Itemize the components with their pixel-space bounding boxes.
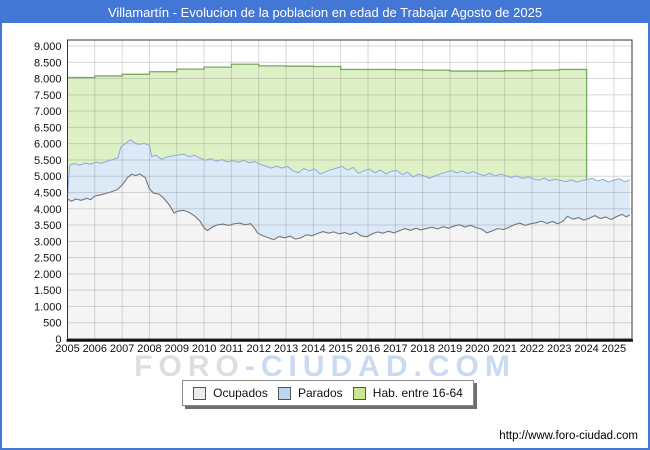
y-tick-label: 3.000 bbox=[34, 236, 62, 248]
legend-swatch bbox=[277, 386, 291, 400]
y-tick-label: 5.500 bbox=[34, 155, 62, 167]
y-tick-label: 500 bbox=[43, 318, 61, 330]
x-tick-label: 2016 bbox=[356, 343, 380, 355]
x-tick-label: 2018 bbox=[410, 343, 434, 355]
x-tick-label: 2012 bbox=[246, 343, 270, 355]
y-tick-label: 8.000 bbox=[34, 74, 62, 86]
x-tick-label: 2019 bbox=[438, 343, 462, 355]
x-tick-label: 2014 bbox=[301, 343, 325, 355]
ocupados-area bbox=[67, 173, 630, 339]
y-tick-label: 2.500 bbox=[34, 253, 62, 265]
y-tick-label: 4.000 bbox=[34, 204, 62, 216]
x-tick-label: 2010 bbox=[192, 343, 216, 355]
y-tick-label: 4.500 bbox=[34, 188, 62, 200]
chart-legend: Ocupados Parados Hab. entre 16-64 bbox=[182, 380, 474, 406]
x-tick-label: 2024 bbox=[574, 343, 598, 355]
legend-swatch bbox=[193, 386, 207, 400]
legend-item-hab-entre-16-64: Hab. entre 16-64 bbox=[352, 386, 463, 400]
x-tick-label: 2006 bbox=[83, 343, 107, 355]
y-tick-label: 3.500 bbox=[34, 220, 62, 232]
y-tick-label: 8.500 bbox=[34, 57, 62, 69]
y-tick-label: 2.000 bbox=[34, 269, 62, 281]
x-tick-label: 2007 bbox=[110, 343, 134, 355]
x-tick-label: 2020 bbox=[465, 343, 489, 355]
y-tick-label: 6.500 bbox=[34, 122, 62, 134]
y-tick-label: 1.000 bbox=[34, 301, 62, 313]
plot-frame bbox=[67, 39, 633, 340]
x-tick-label: 2009 bbox=[165, 343, 189, 355]
y-tick-label: 6.000 bbox=[34, 139, 62, 151]
hab-16-64-area bbox=[67, 64, 587, 198]
legend-swatch bbox=[352, 386, 366, 400]
hab-16-64-line bbox=[67, 63, 588, 180]
x-tick-label: 2005 bbox=[55, 343, 79, 355]
y-tick-label: 7.000 bbox=[34, 106, 62, 118]
legend-label: Ocupados bbox=[213, 386, 268, 400]
chart-title: Villamartín - Evolucion de la poblacion … bbox=[2, 2, 648, 23]
legend-item-parados: Parados bbox=[277, 386, 343, 400]
x-tick-label: 2025 bbox=[602, 343, 626, 355]
y-tick-label: 5.000 bbox=[34, 171, 62, 183]
y-tick-label: 0 bbox=[55, 334, 61, 346]
y-tick-label: 1.500 bbox=[34, 285, 62, 297]
x-tick-label: 2013 bbox=[274, 343, 298, 355]
x-tick-label: 2023 bbox=[547, 343, 571, 355]
legend-label: Hab. entre 16-64 bbox=[372, 386, 463, 400]
footer-url: http://www.foro-ciudad.com bbox=[499, 430, 638, 442]
x-tick-label: 2017 bbox=[383, 343, 407, 355]
y-tick-label: 9.000 bbox=[34, 41, 62, 53]
x-tick-label: 2008 bbox=[137, 343, 161, 355]
y-tick-label: 7.500 bbox=[34, 90, 62, 102]
legend-item-ocupados: Ocupados bbox=[193, 386, 268, 400]
x-tick-label: 2011 bbox=[220, 343, 244, 355]
x-tick-label: 2015 bbox=[328, 343, 352, 355]
parados-line bbox=[67, 139, 630, 198]
x-tick-label: 2021 bbox=[492, 343, 516, 355]
legend-label: Parados bbox=[297, 386, 343, 400]
x-tick-label: 2022 bbox=[520, 343, 544, 355]
ocupados-line bbox=[67, 173, 631, 241]
parados-area bbox=[67, 139, 630, 240]
